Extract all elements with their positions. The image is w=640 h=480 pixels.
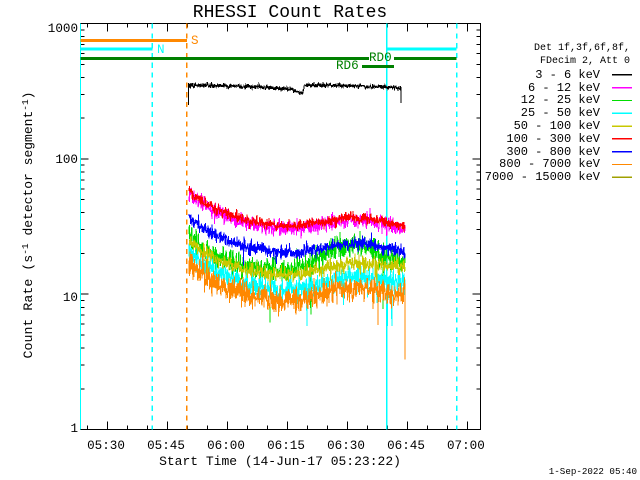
svg-text:Count Rate (s-1 detector segme: Count Rate (s-1 detector segment-1) xyxy=(20,92,36,359)
